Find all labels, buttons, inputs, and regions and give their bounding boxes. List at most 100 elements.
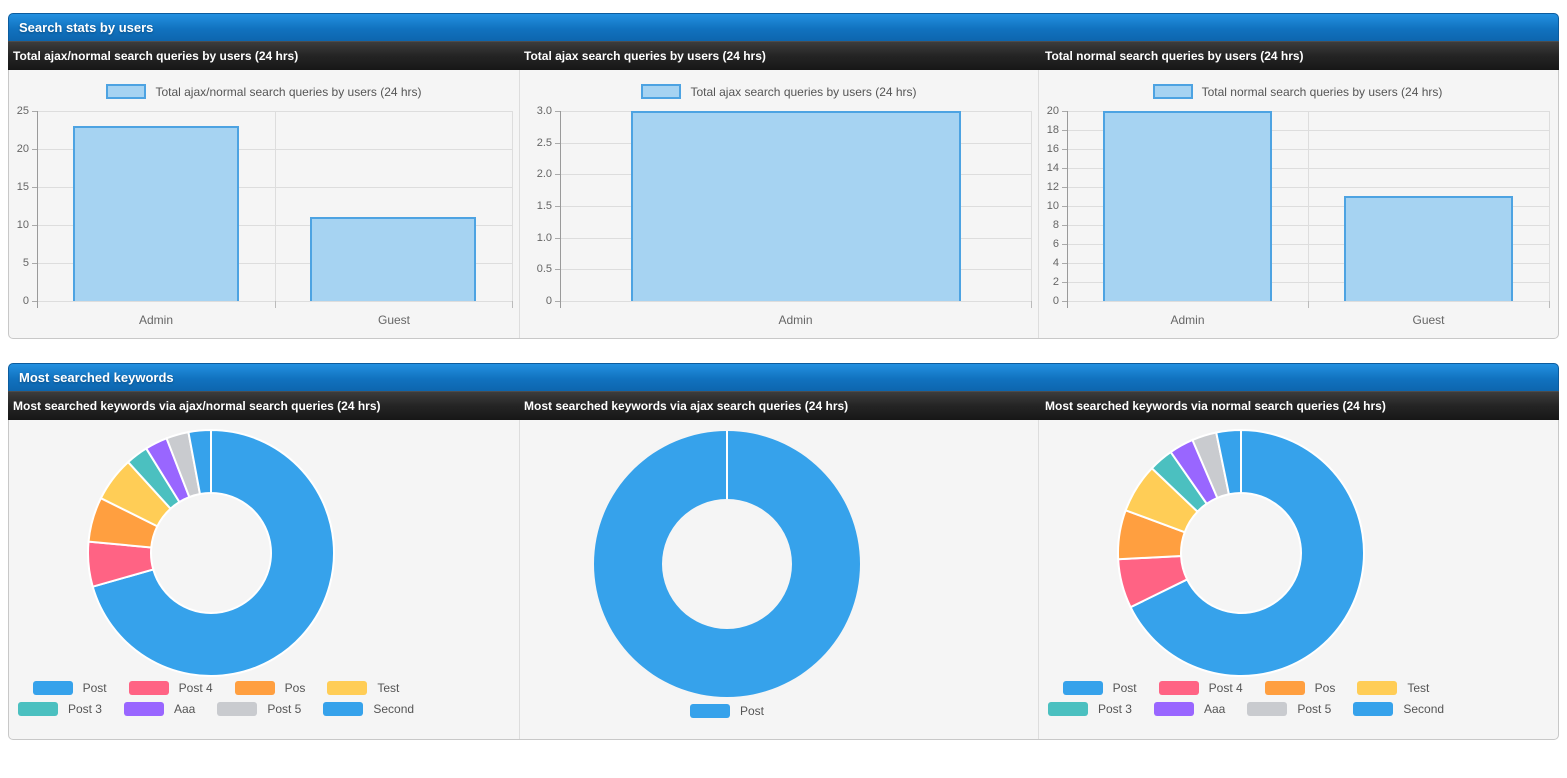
legend-item-post[interactable]: Post bbox=[1062, 681, 1137, 695]
legend-item-aaa[interactable]: Aaa bbox=[123, 702, 195, 716]
legend-label: Pos bbox=[1314, 681, 1336, 695]
legend-label: Total ajax/normal search queries by user… bbox=[155, 84, 422, 99]
panel-subtitle-normal-queries: Total normal search queries by users (24… bbox=[1045, 49, 1304, 63]
legend-item-post-5[interactable]: Post 5 bbox=[1247, 702, 1331, 716]
y-axis-tick-mark bbox=[32, 225, 37, 226]
legend-label: Post bbox=[82, 681, 107, 695]
y-gridline bbox=[37, 263, 512, 264]
y-axis-tick-label: 8 bbox=[1052, 219, 1059, 231]
x-axis-category-label: Admin bbox=[1170, 313, 1205, 327]
y-axis-tick-mark bbox=[1062, 301, 1067, 302]
donut-charts-row: Post Post 4 Pos Test Post 3 Aaa Post 5 Second P… bbox=[8, 420, 1559, 740]
subheader-row-search-stats: Total ajax/normal search queries by user… bbox=[8, 41, 1559, 70]
panel-subtitle-keywords-ajax-normal: Most searched keywords via ajax/normal s… bbox=[13, 399, 381, 413]
donut-chart-keywords-normal: Post Post 4 Pos Test Post 3 Aaa Post 5 Second bbox=[1038, 420, 1556, 739]
legend-swatch bbox=[1264, 681, 1305, 695]
y-axis-tick-label: 20 bbox=[1046, 105, 1059, 117]
legend-label: Post 3 bbox=[1097, 702, 1132, 716]
x-axis-tick-mark bbox=[275, 301, 276, 308]
legend-row: Post bbox=[520, 704, 934, 718]
y-axis-tick-label: 16 bbox=[1046, 143, 1059, 155]
legend-swatch bbox=[1047, 702, 1088, 716]
legend-row: Post Post 4 Pos Test bbox=[9, 681, 423, 695]
legend-item-aaa[interactable]: Aaa bbox=[1153, 702, 1225, 716]
donut-chart-keywords-ajax-normal: Post Post 4 Pos Test Post 3 Aaa Post 5 Second bbox=[9, 420, 519, 739]
y-axis-tick-mark bbox=[1062, 206, 1067, 207]
legend-item-test[interactable]: Test bbox=[1357, 681, 1429, 695]
legend-swatch bbox=[323, 702, 364, 716]
donut-svg bbox=[594, 431, 860, 697]
panel-subtitle-ajax-queries: Total ajax search queries by users (24 h… bbox=[524, 49, 766, 63]
legend-item-post-5[interactable]: Post 5 bbox=[217, 702, 301, 716]
legend-label: Pos bbox=[284, 681, 306, 695]
panel-subtitle-keywords-normal: Most searched keywords via normal search… bbox=[1045, 399, 1386, 413]
legend-label: Total ajax search queries by users (24 h… bbox=[690, 84, 917, 99]
y-axis-line bbox=[37, 111, 38, 308]
legend-item-post-3[interactable]: Post 3 bbox=[17, 702, 102, 716]
legend-swatch bbox=[1357, 681, 1398, 695]
legend-swatch bbox=[17, 702, 58, 716]
legend-item-test[interactable]: Test bbox=[327, 681, 399, 695]
legend-item-second[interactable]: Second bbox=[1353, 702, 1444, 716]
legend-row: Post 3 Aaa Post 5 Second bbox=[9, 702, 423, 716]
y-axis-tick-label: 0 bbox=[22, 295, 29, 307]
legend-item-post-4[interactable]: Post 4 bbox=[128, 681, 213, 695]
donut-slice-second[interactable] bbox=[187, 428, 212, 496]
bar-admin[interactable] bbox=[1103, 111, 1272, 301]
bar-guest[interactable] bbox=[1344, 196, 1513, 301]
donut-slice-post[interactable] bbox=[1129, 428, 1365, 677]
legend-item-post-4[interactable]: Post 4 bbox=[1158, 681, 1243, 695]
donut-chart-keywords-ajax: Post bbox=[519, 420, 1038, 739]
legend-item-pos[interactable]: Pos bbox=[1264, 681, 1336, 695]
y-axis-line bbox=[1067, 111, 1068, 308]
y-axis-tick-label: 10 bbox=[16, 219, 29, 231]
legend-swatch bbox=[234, 681, 275, 695]
chart-legend: Post bbox=[520, 704, 934, 718]
bar-guest[interactable] bbox=[310, 217, 476, 301]
y-axis-tick-mark bbox=[1062, 263, 1067, 264]
bar-admin[interactable] bbox=[73, 126, 239, 301]
donut-slice-post[interactable] bbox=[594, 431, 860, 697]
legend-label: Post 5 bbox=[267, 702, 302, 716]
panel-subtitle-keywords-ajax: Most searched keywords via ajax search q… bbox=[524, 399, 849, 413]
panel-subtitle-ajax-normal-queries: Total ajax/normal search queries by user… bbox=[13, 49, 299, 63]
legend-label: Post 4 bbox=[178, 681, 213, 695]
donut-slice-post[interactable] bbox=[91, 428, 335, 677]
bar-admin[interactable] bbox=[631, 111, 961, 301]
legend-item-post-3[interactable]: Post 3 bbox=[1047, 702, 1132, 716]
legend-swatch bbox=[689, 704, 730, 718]
chart-legend: Post Post 4 Pos Test Post 3 Aaa Post 5 Second bbox=[9, 681, 423, 716]
y-axis-tick-mark bbox=[1062, 187, 1067, 188]
legend-swatch bbox=[32, 681, 73, 695]
y-axis-tick-mark bbox=[555, 174, 560, 175]
y-axis-tick-mark bbox=[555, 206, 560, 207]
y-axis-tick-mark bbox=[1062, 149, 1067, 150]
x-axis-category-label: Admin bbox=[138, 313, 173, 327]
legend-label: Test bbox=[1407, 681, 1430, 695]
y-gridline bbox=[560, 301, 1031, 302]
donut-svg bbox=[87, 428, 335, 677]
legend-item-post[interactable]: Post bbox=[32, 681, 107, 695]
y-axis-tick-label: 1.0 bbox=[536, 232, 552, 244]
legend-item-second[interactable]: Second bbox=[323, 702, 414, 716]
y-axis-tick-label: 2.0 bbox=[536, 168, 552, 180]
y-axis-tick-label: 12 bbox=[1046, 181, 1059, 193]
donut-svg bbox=[1117, 428, 1365, 677]
legend-item-pos[interactable]: Pos bbox=[234, 681, 306, 695]
legend-swatch bbox=[217, 702, 258, 716]
legend-label: Second bbox=[373, 702, 415, 716]
y-axis-tick-label: 14 bbox=[1046, 162, 1059, 174]
y-axis-tick-label: 10 bbox=[1046, 200, 1059, 212]
legend-item-total-ajax/normal-search-queries-by-users-(24-hrs)[interactable]: Total ajax/normal search queries by user… bbox=[106, 84, 422, 99]
legend-item-post[interactable]: Post bbox=[689, 704, 764, 718]
legend-item-total-ajax-search-queries-by-users-(24-hrs)[interactable]: Total ajax search queries by users (24 h… bbox=[641, 84, 917, 99]
y-axis-tick-label: 18 bbox=[1046, 124, 1059, 136]
legend-item-total-normal-search-queries-by-users-(24-hrs)[interactable]: Total normal search queries by users (24… bbox=[1152, 84, 1442, 99]
y-axis-tick-mark bbox=[32, 111, 37, 112]
y-axis-tick-mark bbox=[1062, 130, 1067, 131]
legend-swatch bbox=[128, 681, 169, 695]
legend-swatch bbox=[1247, 702, 1288, 716]
donut-slice-second[interactable] bbox=[1215, 428, 1242, 496]
legend-label: Post bbox=[1112, 681, 1137, 695]
legend-label: Post 4 bbox=[1208, 681, 1243, 695]
